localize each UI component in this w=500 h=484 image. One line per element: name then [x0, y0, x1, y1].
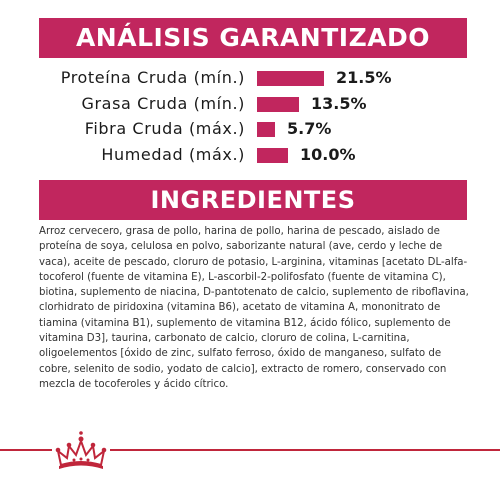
analysis-bar: [257, 71, 324, 86]
analysis-row: Humedad (máx.) 10.0%: [0, 143, 500, 167]
analysis-bar: [257, 97, 299, 112]
royal-canin-crown-icon: [55, 431, 107, 469]
analysis-value: 21.5%: [336, 68, 392, 87]
analysis-bar: [257, 122, 275, 137]
analysis-header: ANÁLISIS GARANTIZADO: [39, 18, 467, 58]
analysis-label: Humedad (máx.): [101, 145, 245, 164]
analysis-bar: [257, 148, 288, 163]
analysis-row: Fibra Cruda (máx.) 5.7%: [0, 117, 500, 141]
analysis-value: 13.5%: [311, 94, 367, 113]
analysis-value: 5.7%: [287, 119, 332, 138]
analysis-value: 10.0%: [300, 145, 356, 164]
analysis-row: Proteína Cruda (mín.) 21.5%: [0, 66, 500, 90]
ingredients-text: Arroz cervecero, grasa de pollo, harina …: [39, 226, 469, 390]
footer-line-right: [110, 449, 500, 451]
footer-line-left: [0, 449, 52, 451]
ingredients-header: INGREDIENTES: [39, 180, 467, 220]
analysis-row: Grasa Cruda (mín.) 13.5%: [0, 92, 500, 116]
analysis-label: Grasa Cruda (mín.): [81, 94, 245, 113]
analysis-label: Proteína Cruda (mín.): [60, 68, 245, 87]
analysis-label: Fibra Cruda (máx.): [84, 119, 245, 138]
